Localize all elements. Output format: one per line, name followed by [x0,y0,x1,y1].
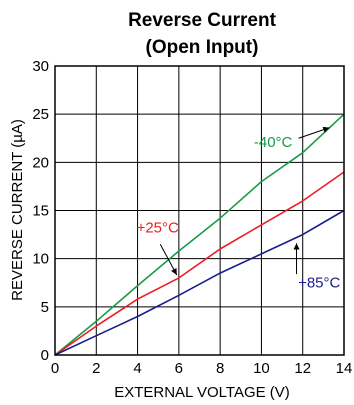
y-tick-label: 0 [41,347,49,364]
grid [55,66,344,355]
x-tick-label: 10 [253,360,270,377]
series-arrowhead [293,243,300,250]
tick-labels: 0 2 4 6 8 10 12 14 0 5 10 15 20 25 30 [32,58,352,377]
x-tick-label: 12 [294,360,311,377]
chart-title: Reverse Current [128,10,277,31]
x-tick-label: 14 [336,360,353,377]
x-axis-label: EXTERNAL VOLTAGE (V) [114,384,290,401]
series-line [54,209,345,356]
y-axis-label: REVERSE CURRENT (µA) [9,119,26,301]
y-tick-label: 30 [32,58,49,75]
y-tick-label: 5 [41,299,49,316]
series-line [54,171,345,356]
x-tick-label: 6 [175,360,183,377]
y-tick-label: 10 [32,251,49,268]
series-arrowhead [171,268,177,276]
x-tick-label: 8 [216,360,224,377]
series-label: +25°C [137,220,179,237]
x-tick-label: 2 [92,360,100,377]
series-annotations: -40°C +25°C +85°C [137,126,341,292]
y-tick-label: 20 [32,154,49,171]
plot-frame [54,65,345,356]
y-tick-label: 15 [32,203,49,220]
x-tick-label: 0 [51,360,59,377]
series-label: -40°C [254,134,293,151]
series-layer [54,113,345,356]
y-tick-label: 25 [32,106,49,123]
x-tick-label: 4 [133,360,141,377]
series-label: +85°C [298,275,340,292]
series-arrowhead [322,126,330,133]
chart-subtitle: (Open Input) [146,37,259,58]
series-line [54,113,345,356]
